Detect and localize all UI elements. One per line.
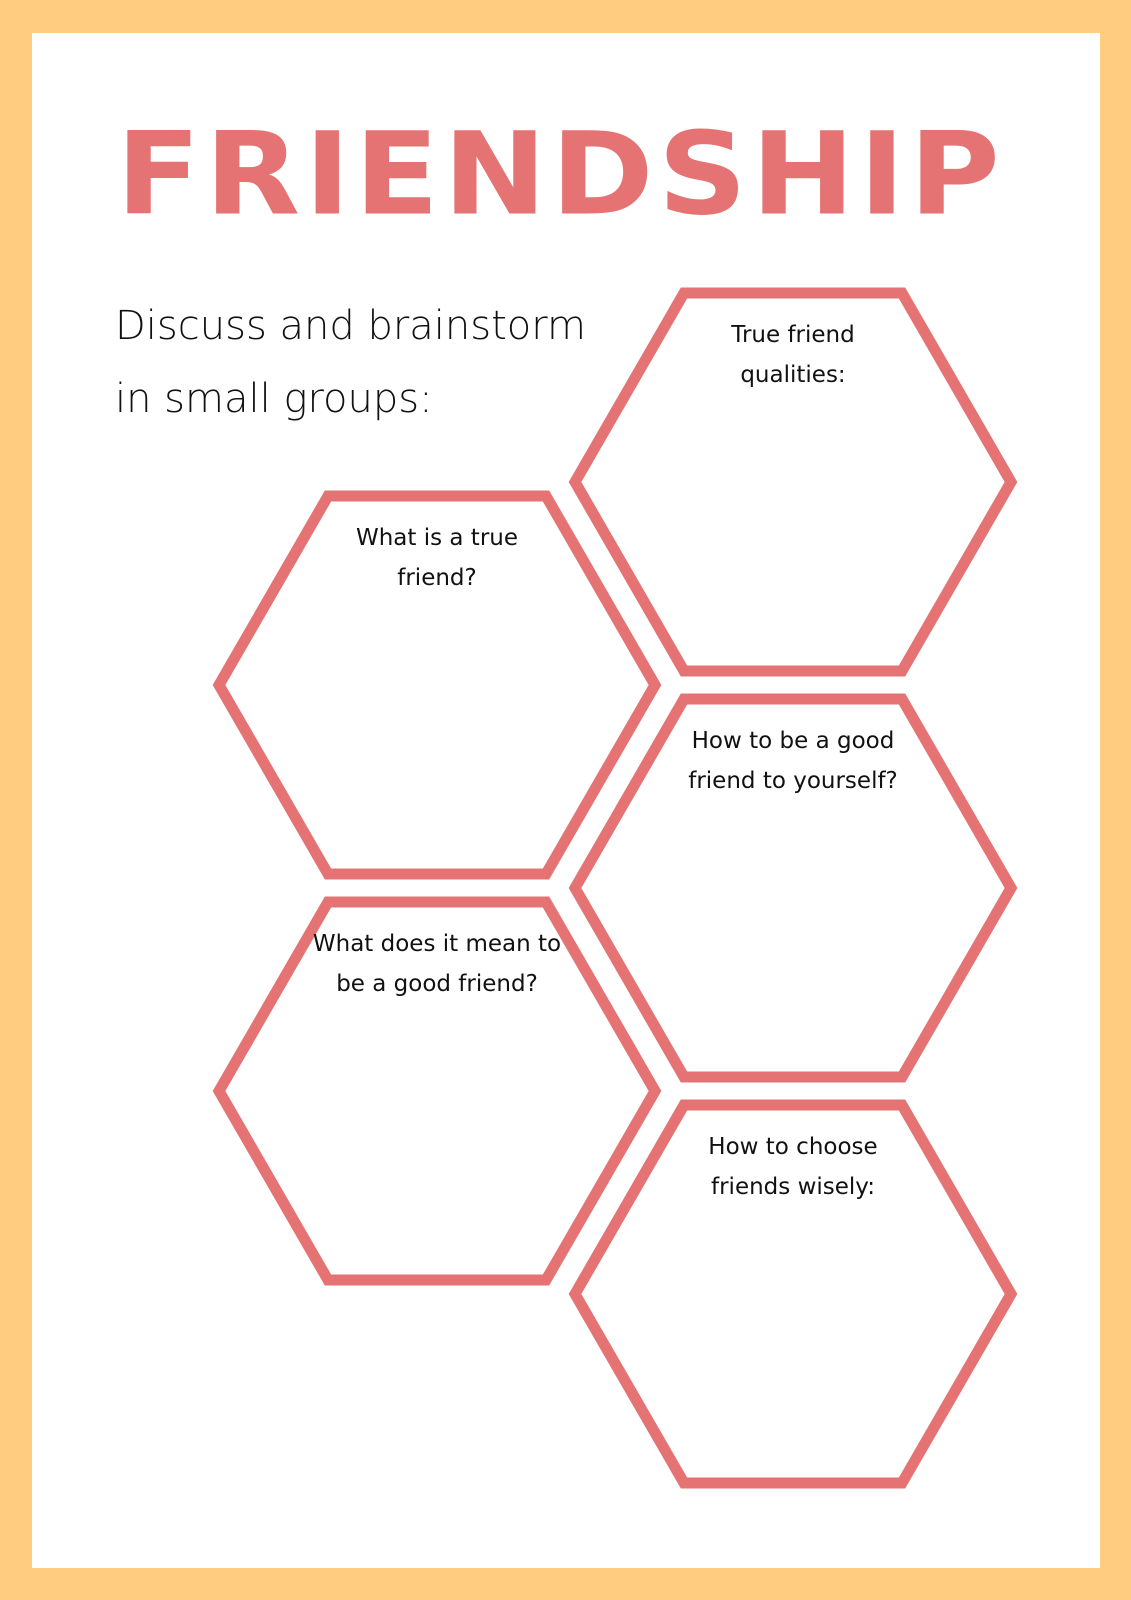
hexagon-mean-good-friend: [212, 896, 662, 1286]
hexagon-label: What is a true friend?: [287, 518, 587, 598]
instructions-line-1: Discuss and brainstorm: [115, 303, 586, 349]
hexagon-true-friend-qualities: [568, 287, 1018, 677]
label-line: qualities:: [740, 362, 846, 388]
label-line: friend to yourself?: [688, 768, 898, 794]
label-line: True friend: [731, 322, 855, 348]
label-line: What does it mean to: [312, 931, 562, 957]
hexagon-choose-friends: [568, 1099, 1018, 1489]
hexagon-label: True friend qualities:: [643, 315, 943, 395]
label-line: friend?: [397, 565, 477, 591]
hexagon-good-friend-to-yourself: [568, 693, 1018, 1083]
hexagon-label: What does it mean to be a good friend?: [287, 924, 587, 1004]
worksheet-page: [32, 33, 1100, 1568]
label-line: be a good friend?: [336, 971, 538, 997]
hexagon-label: How to be a good friend to yourself?: [643, 721, 943, 801]
label-line: How to choose: [708, 1134, 878, 1160]
instructions: Discuss and brainstorm in small groups:: [115, 290, 586, 436]
label-line: friends wisely:: [711, 1174, 875, 1200]
hexagon-label: How to choose friends wisely:: [643, 1127, 943, 1207]
page-title: FRIENDSHIP: [116, 108, 1004, 242]
hexagon-what-is-true-friend: [212, 490, 662, 880]
label-line: What is a true: [355, 525, 519, 551]
label-line: How to be a good: [691, 728, 895, 754]
instructions-line-2: in small groups:: [115, 376, 433, 422]
